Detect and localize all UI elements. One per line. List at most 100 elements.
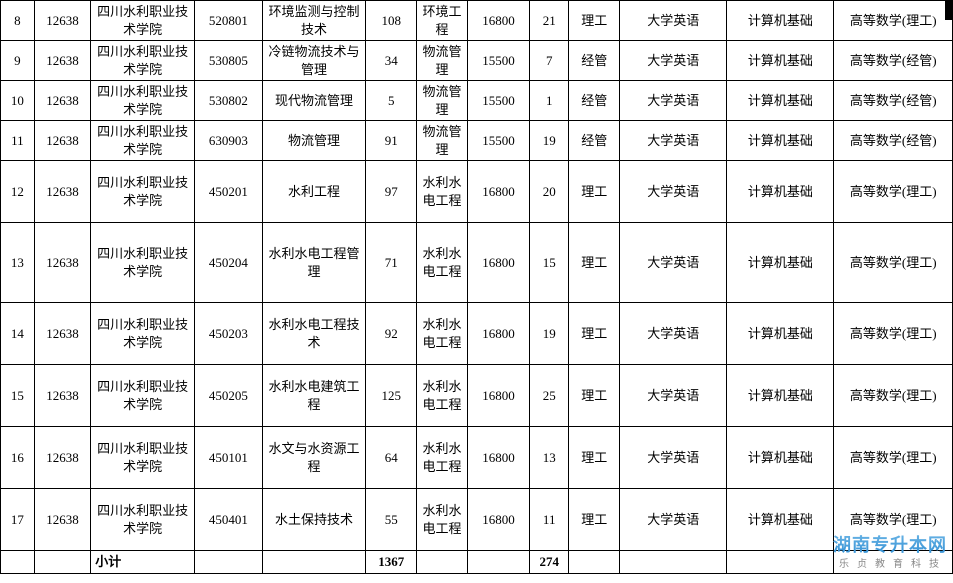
table-cell: 34 — [366, 41, 417, 81]
table-cell: 物流管理 — [417, 81, 468, 121]
table-cell: 四川水利职业技术学院 — [91, 41, 195, 81]
table-row: 1212638四川水利职业技术学院450201水利工程97水利水电工程16800… — [1, 161, 953, 223]
table-cell: 水文与水资源工程 — [262, 427, 366, 489]
table-cell: 水利水电工程 — [417, 161, 468, 223]
table-row: 812638四川水利职业技术学院520801环境监测与控制技术108环境工程16… — [1, 1, 953, 41]
table-cell: 12638 — [34, 489, 90, 551]
table-cell: 21 — [529, 1, 568, 41]
table-cell: 经管 — [569, 81, 620, 121]
table-cell: 四川水利职业技术学院 — [91, 303, 195, 365]
table-cell: 理工 — [569, 303, 620, 365]
summary-cell — [620, 551, 727, 574]
table-cell: 15500 — [467, 81, 529, 121]
table-cell: 17 — [1, 489, 35, 551]
table-cell: 450203 — [194, 303, 262, 365]
table-cell: 水利水电工程 — [417, 489, 468, 551]
table-cell: 经管 — [569, 41, 620, 81]
table-cell: 25 — [529, 365, 568, 427]
table-cell: 12638 — [34, 41, 90, 81]
table-cell: 450204 — [194, 223, 262, 303]
table-cell: 91 — [366, 121, 417, 161]
table-cell: 高等数学(经管) — [834, 81, 953, 121]
table-cell: 12638 — [34, 121, 90, 161]
summary-cell — [727, 551, 834, 574]
table-cell: 92 — [366, 303, 417, 365]
table-cell: 12638 — [34, 81, 90, 121]
table-cell: 计算机基础 — [727, 121, 834, 161]
table-cell: 16800 — [467, 489, 529, 551]
summary-cell — [34, 551, 90, 574]
table-cell: 四川水利职业技术学院 — [91, 365, 195, 427]
table-cell: 大学英语 — [620, 223, 727, 303]
table-cell: 15 — [529, 223, 568, 303]
table-cell: 计算机基础 — [727, 1, 834, 41]
table-cell: 高等数学(经管) — [834, 121, 953, 161]
corner-marker — [945, 0, 953, 20]
table-cell: 630903 — [194, 121, 262, 161]
table-cell: 19 — [529, 303, 568, 365]
table-cell: 11 — [529, 489, 568, 551]
table-cell: 12638 — [34, 1, 90, 41]
table-cell: 450101 — [194, 427, 262, 489]
table-cell: 16800 — [467, 223, 529, 303]
table-cell: 大学英语 — [620, 41, 727, 81]
summary-row: 小计1367274 — [1, 551, 953, 574]
table-cell: 经管 — [569, 121, 620, 161]
watermark: 湖南专升本网 乐贞教育科技 — [833, 531, 947, 570]
table-cell: 55 — [366, 489, 417, 551]
table-row: 912638四川水利职业技术学院530805冷链物流技术与管理34物流管理155… — [1, 41, 953, 81]
table-cell: 8 — [1, 1, 35, 41]
table-cell: 高等数学(理工) — [834, 1, 953, 41]
table-cell: 大学英语 — [620, 427, 727, 489]
table-cell: 物流管理 — [417, 121, 468, 161]
table-cell: 水利水电工程 — [417, 223, 468, 303]
watermark-subtitle: 乐贞教育科技 — [833, 555, 947, 570]
summary-cell — [1, 551, 35, 574]
table-row: 1112638四川水利职业技术学院630903物流管理91物流管理1550019… — [1, 121, 953, 161]
table-row: 1712638四川水利职业技术学院450401水土保持技术55水利水电工程168… — [1, 489, 953, 551]
table-cell: 高等数学(理工) — [834, 161, 953, 223]
table-row: 1412638四川水利职业技术学院450203水利水电工程技术92水利水电工程1… — [1, 303, 953, 365]
table-cell: 1 — [529, 81, 568, 121]
table-cell: 13 — [529, 427, 568, 489]
table-cell: 高等数学(理工) — [834, 303, 953, 365]
table-cell: 计算机基础 — [727, 81, 834, 121]
table-cell: 计算机基础 — [727, 223, 834, 303]
table-cell: 水利水电工程 — [417, 303, 468, 365]
table-cell: 理工 — [569, 365, 620, 427]
table-cell: 冷链物流技术与管理 — [262, 41, 366, 81]
table-cell: 19 — [529, 121, 568, 161]
table-cell: 16800 — [467, 161, 529, 223]
table-cell: 大学英语 — [620, 161, 727, 223]
table-cell: 高等数学(经管) — [834, 41, 953, 81]
table-cell: 13 — [1, 223, 35, 303]
table-cell: 16800 — [467, 303, 529, 365]
table-cell: 450205 — [194, 365, 262, 427]
table-cell: 12638 — [34, 161, 90, 223]
summary-cell — [467, 551, 529, 574]
summary-cell — [417, 551, 468, 574]
table-cell: 四川水利职业技术学院 — [91, 223, 195, 303]
table-cell: 水利水电工程 — [417, 427, 468, 489]
table-cell: 11 — [1, 121, 35, 161]
table-cell: 四川水利职业技术学院 — [91, 1, 195, 41]
table-row: 1312638四川水利职业技术学院450204水利水电工程管理71水利水电工程1… — [1, 223, 953, 303]
summary-cell: 274 — [529, 551, 568, 574]
table-cell: 现代物流管理 — [262, 81, 366, 121]
table-cell: 四川水利职业技术学院 — [91, 161, 195, 223]
table-cell: 计算机基础 — [727, 489, 834, 551]
summary-cell: 1367 — [366, 551, 417, 574]
table-cell: 大学英语 — [620, 489, 727, 551]
table-cell: 大学英语 — [620, 365, 727, 427]
table-cell: 12638 — [34, 365, 90, 427]
table-cell: 12638 — [34, 223, 90, 303]
table-cell: 大学英语 — [620, 121, 727, 161]
table-cell: 理工 — [569, 223, 620, 303]
table-row: 1512638四川水利职业技术学院450205水利水电建筑工程125水利水电工程… — [1, 365, 953, 427]
table-cell: 物流管理 — [417, 41, 468, 81]
table-cell: 水利水电工程技术 — [262, 303, 366, 365]
table-cell: 大学英语 — [620, 1, 727, 41]
table-cell: 450201 — [194, 161, 262, 223]
data-table: 812638四川水利职业技术学院520801环境监测与控制技术108环境工程16… — [0, 0, 953, 574]
table-cell: 水土保持技术 — [262, 489, 366, 551]
